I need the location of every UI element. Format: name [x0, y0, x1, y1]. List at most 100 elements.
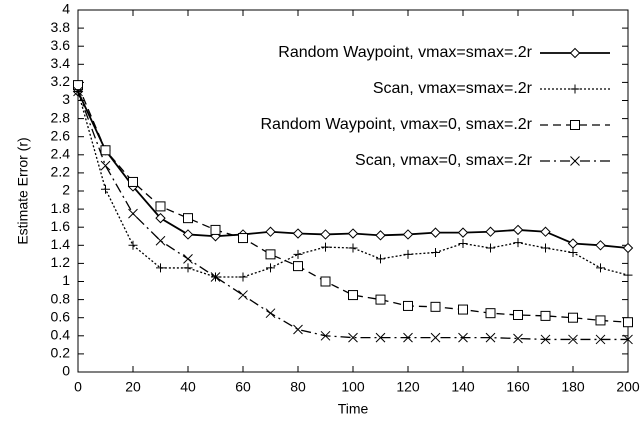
legend-label: Random Waypoint, vmax=smax=.2r	[278, 44, 532, 61]
point	[403, 332, 413, 343]
point	[596, 263, 605, 273]
point	[155, 212, 166, 224]
point	[348, 243, 358, 253]
point	[348, 290, 358, 301]
y-tick-label: 3	[62, 91, 70, 107]
point	[183, 263, 193, 273]
point	[595, 315, 606, 326]
point	[128, 240, 138, 250]
point	[540, 334, 551, 345]
point	[100, 145, 111, 156]
point	[73, 80, 83, 91]
x-tick-label: 20	[125, 379, 141, 395]
legend-label: Random Waypoint, vmax=0, smax=.2r	[260, 116, 532, 133]
point	[210, 272, 221, 282]
point	[570, 156, 580, 166]
x-tick-label: 160	[506, 379, 530, 395]
series-line	[77, 84, 629, 323]
point	[100, 160, 111, 171]
y-tick-label: 2.6	[51, 127, 71, 143]
point	[210, 224, 221, 235]
point	[376, 254, 385, 264]
point	[513, 309, 523, 320]
y-tick-label: 3.6	[51, 37, 71, 53]
y-tick-label: 3.2	[51, 73, 71, 89]
point	[320, 229, 331, 240]
y-tick-label: 3.4	[51, 55, 71, 71]
point	[292, 228, 304, 239]
point	[430, 227, 441, 238]
point	[567, 238, 579, 249]
y-tick-label: 0.8	[51, 290, 71, 306]
point	[375, 332, 386, 343]
y-tick-label: 0	[62, 363, 70, 379]
y-tick-label: 0.6	[51, 308, 71, 324]
point	[238, 272, 248, 282]
point	[402, 229, 414, 240]
x-tick-label: 100	[341, 379, 365, 395]
point	[128, 176, 138, 187]
point	[513, 238, 523, 248]
point	[238, 233, 248, 244]
point	[182, 229, 194, 240]
point	[486, 243, 495, 253]
x-tick-label: 200	[616, 379, 640, 395]
point	[293, 249, 303, 259]
point	[485, 332, 496, 343]
y-tick-label: 1.8	[51, 200, 71, 216]
point	[403, 249, 413, 259]
series-line	[77, 91, 628, 341]
point	[485, 308, 496, 319]
point	[595, 240, 606, 251]
x-tick-label: 40	[180, 379, 196, 395]
point	[570, 84, 580, 94]
point	[128, 208, 138, 219]
point	[457, 227, 469, 238]
legend-bg	[210, 76, 620, 102]
y-tick-label: 1.2	[51, 254, 71, 270]
y-tick-label: 2.2	[51, 164, 71, 180]
point	[430, 332, 441, 343]
point	[403, 300, 413, 311]
y-axis-label: Estimate Error (r)	[15, 137, 31, 244]
point	[623, 334, 633, 345]
x-tick-label: 120	[396, 379, 420, 395]
y-tick-label: 3.8	[51, 19, 71, 35]
y-tick-label: 1.6	[51, 218, 71, 234]
point	[458, 304, 468, 315]
point	[348, 332, 358, 343]
x-tick-label: 180	[561, 379, 585, 395]
x-tick-label: 140	[451, 379, 475, 395]
legend-bg	[210, 112, 620, 138]
y-tick-label: 4	[62, 1, 70, 17]
y-tick-label: 0.2	[51, 345, 71, 361]
point	[265, 249, 276, 260]
point	[375, 294, 386, 305]
point	[430, 301, 441, 312]
point	[431, 248, 440, 258]
point	[293, 261, 303, 272]
point	[570, 120, 580, 130]
point	[265, 308, 276, 319]
y-tick-label: 1.4	[51, 236, 71, 252]
legend-bg	[210, 148, 620, 174]
point	[540, 310, 551, 321]
point	[321, 242, 330, 252]
point	[156, 263, 165, 273]
x-tick-label: 80	[290, 379, 306, 395]
point	[540, 226, 551, 237]
point	[101, 184, 110, 194]
y-tick-label: 0.4	[51, 327, 71, 343]
x-tick-label: 0	[74, 379, 82, 395]
point	[458, 238, 468, 248]
point	[265, 226, 276, 237]
point	[320, 330, 331, 341]
point	[569, 47, 581, 59]
y-tick-label: 2	[62, 182, 70, 198]
point	[293, 324, 303, 335]
point	[568, 312, 578, 323]
point	[155, 235, 166, 246]
point	[568, 334, 578, 345]
point	[622, 242, 634, 254]
